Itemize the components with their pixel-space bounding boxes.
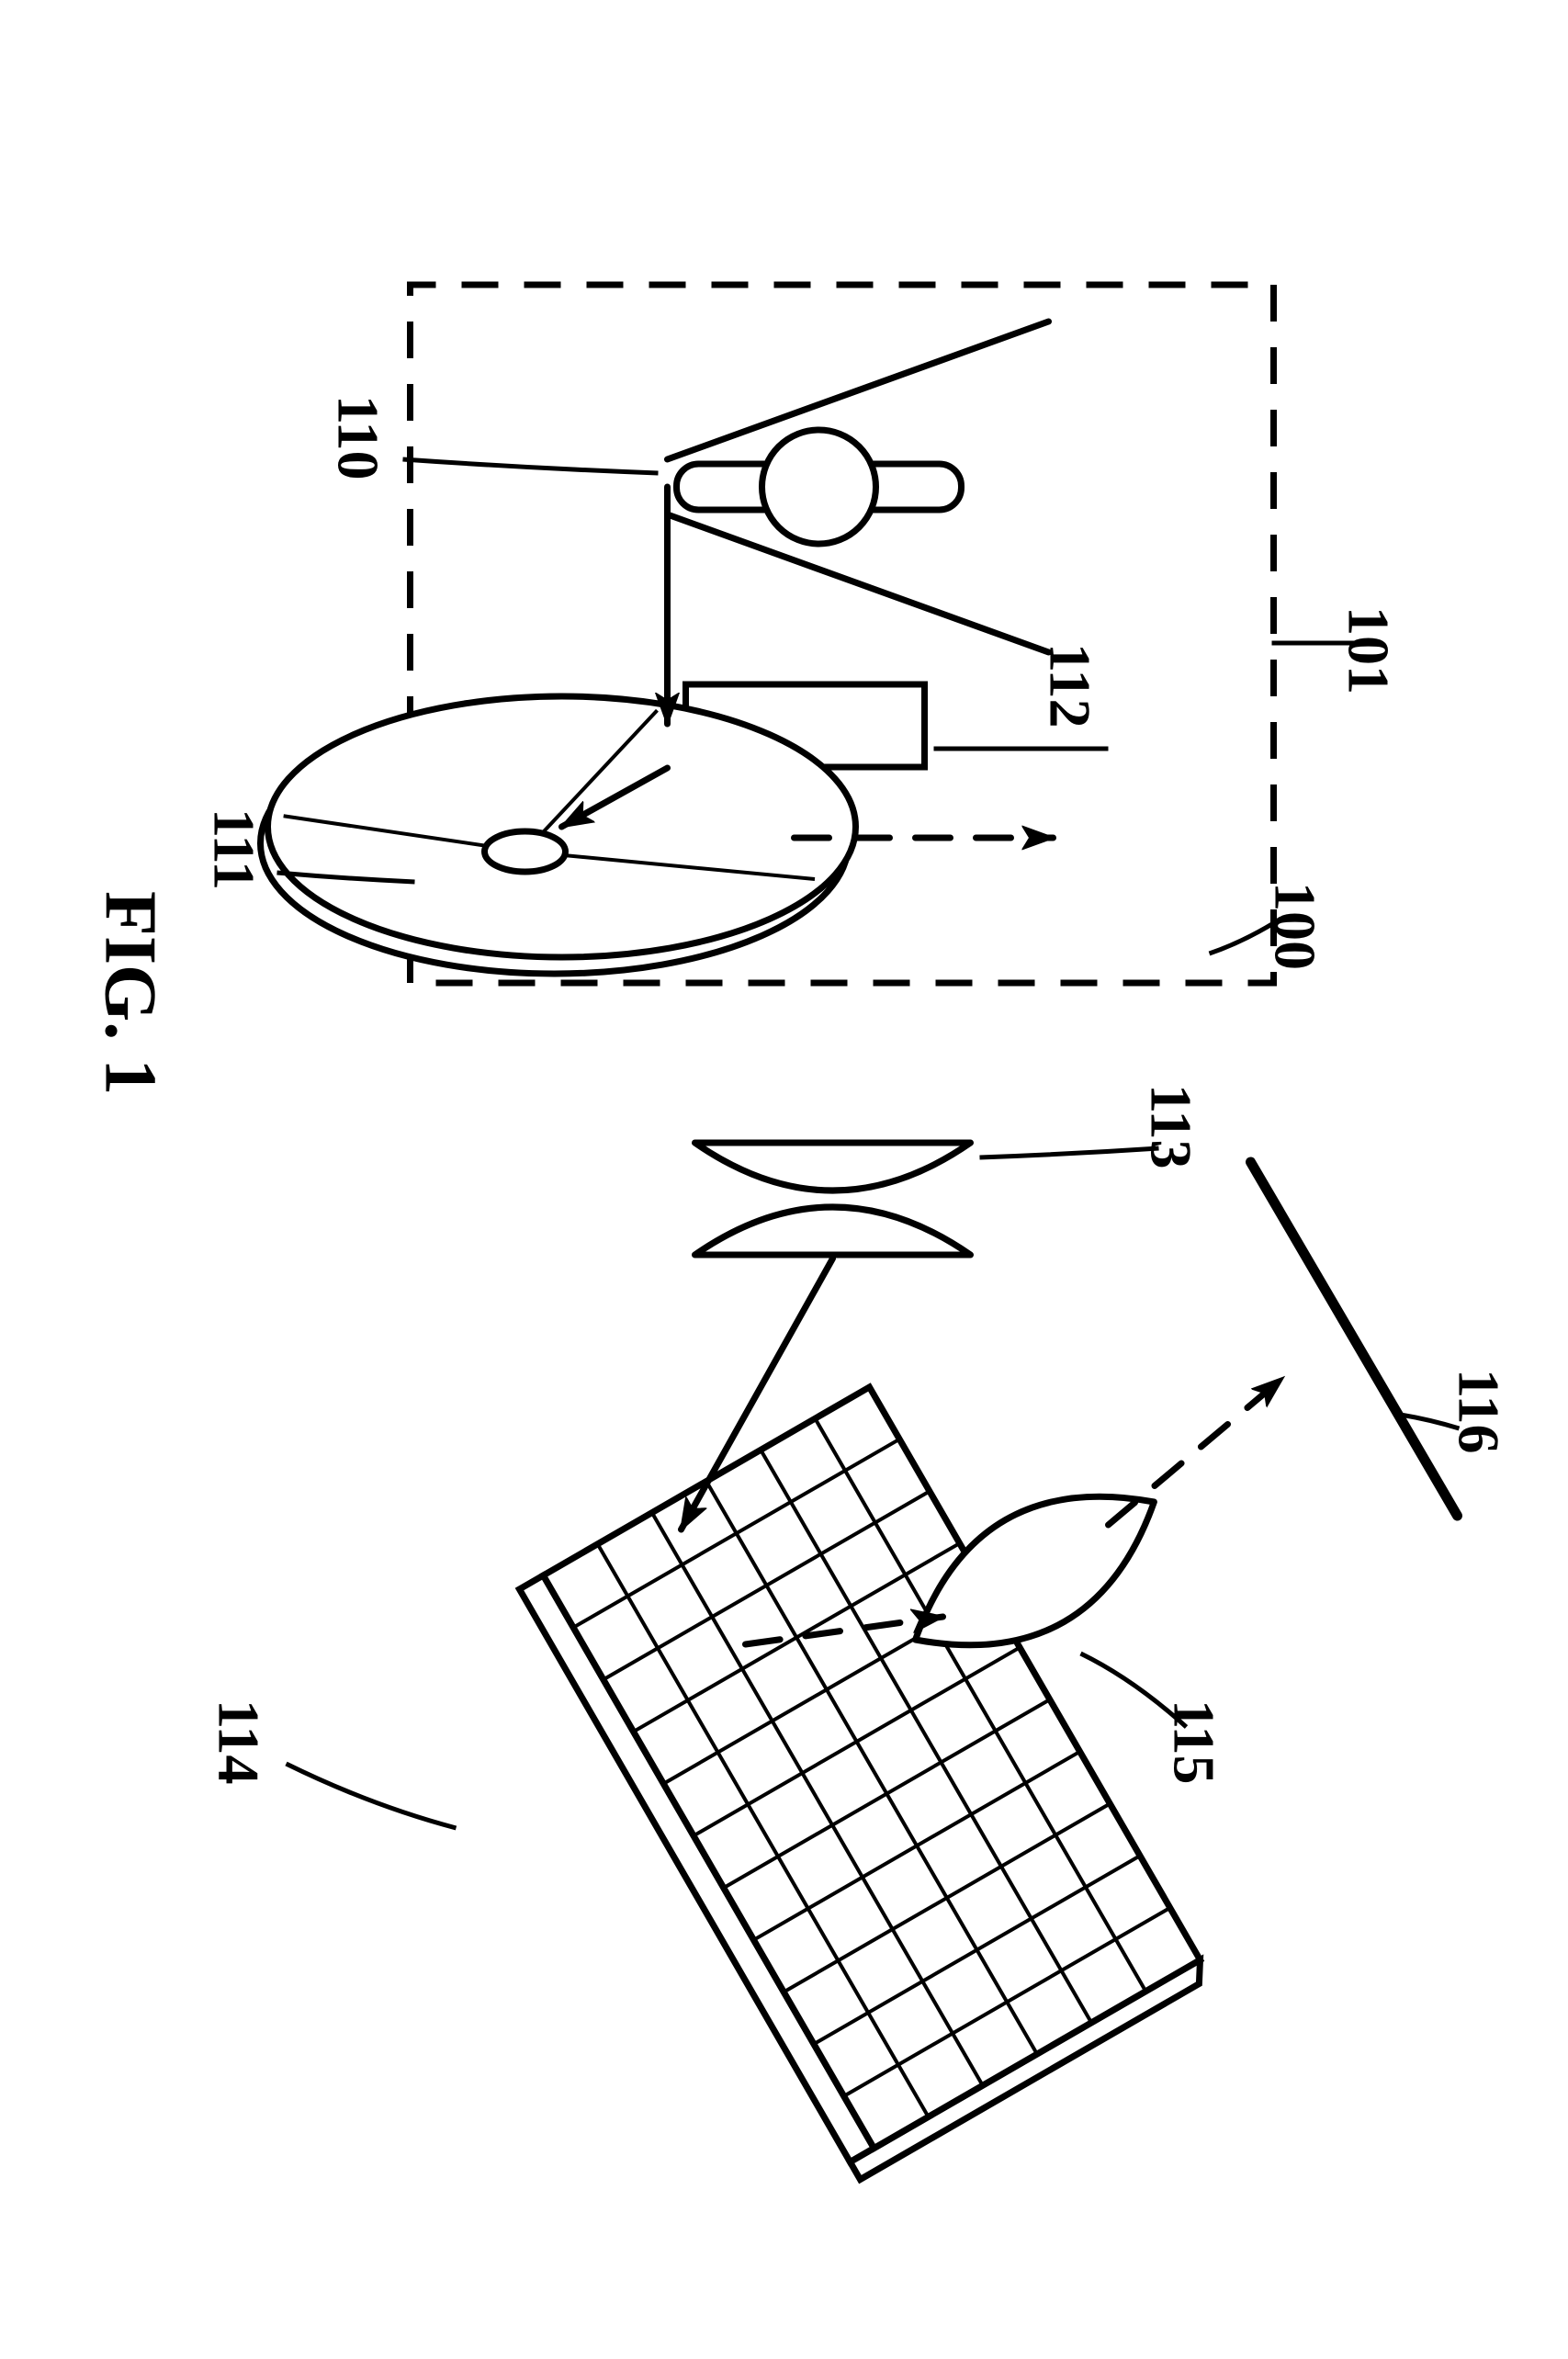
label-113: 113 xyxy=(1137,1084,1205,1168)
figure-caption: FIG. 1 xyxy=(88,891,172,1095)
label-101: 101 xyxy=(1335,606,1403,694)
label-110: 110 xyxy=(324,395,392,480)
figure-rotated-wrapper: 100 101 110 111 112 113 114 115 116 FIG.… xyxy=(0,0,1568,2359)
label-114: 114 xyxy=(205,1699,273,1784)
label-115: 115 xyxy=(1160,1699,1228,1784)
figure-svg xyxy=(0,0,1568,2359)
label-112: 112 xyxy=(1036,643,1104,728)
label-100: 100 xyxy=(1261,882,1329,970)
label-111: 111 xyxy=(200,808,268,890)
label-116: 116 xyxy=(1445,1369,1513,1453)
